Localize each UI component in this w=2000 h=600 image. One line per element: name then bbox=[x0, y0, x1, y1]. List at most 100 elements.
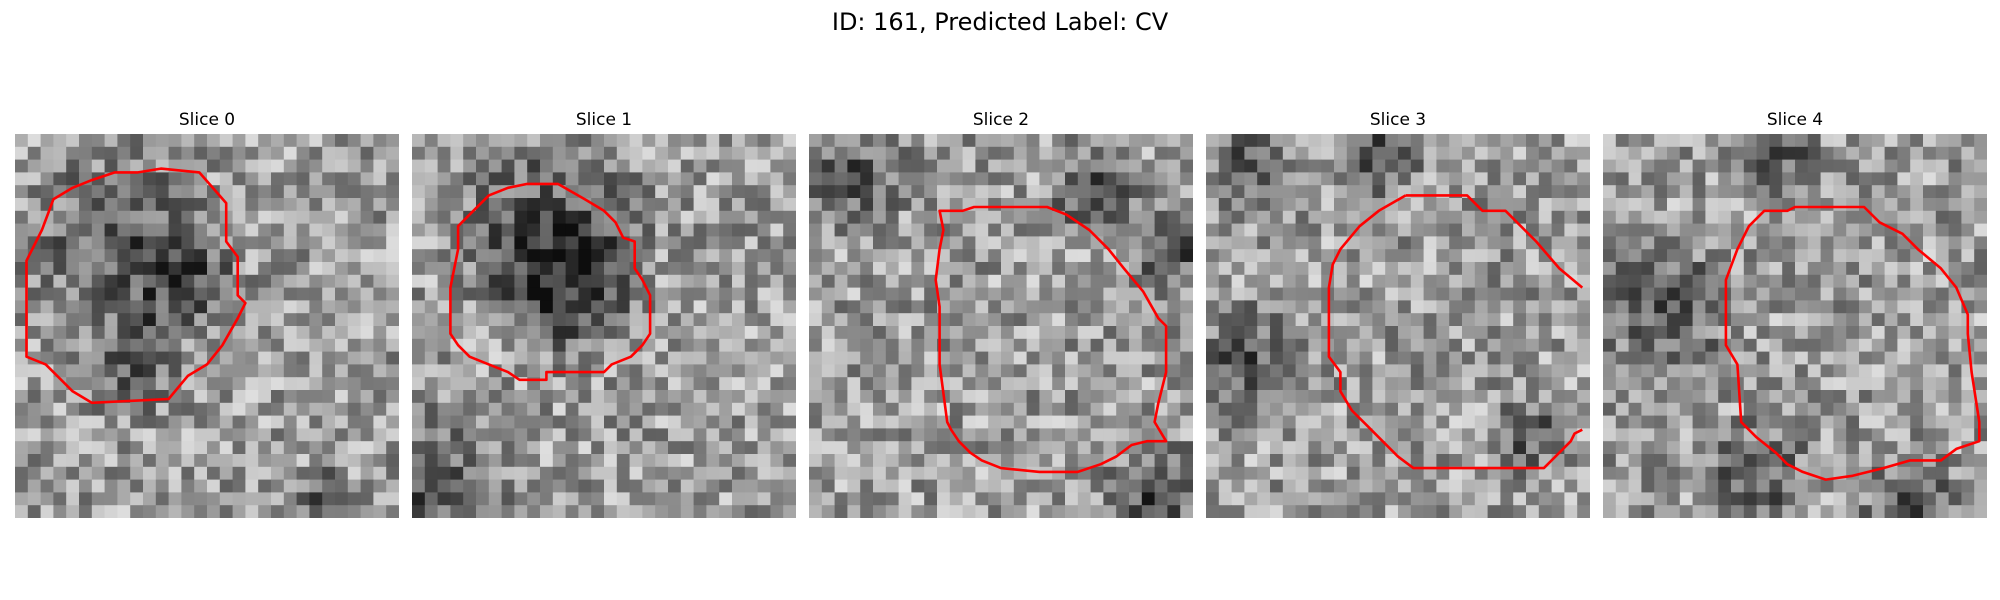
pixel bbox=[348, 288, 361, 301]
pixel bbox=[642, 224, 655, 237]
pixel bbox=[412, 224, 425, 237]
pixel bbox=[1974, 377, 1987, 390]
pixel bbox=[886, 134, 899, 147]
pixel bbox=[53, 288, 66, 301]
pixel bbox=[604, 377, 617, 390]
pixel bbox=[1155, 198, 1168, 211]
pixel bbox=[745, 441, 758, 454]
pixel bbox=[309, 441, 322, 454]
pixel bbox=[1129, 224, 1142, 237]
pixel bbox=[1180, 505, 1193, 518]
pixel bbox=[1552, 160, 1565, 173]
pixel bbox=[1091, 339, 1104, 352]
pixel bbox=[1398, 300, 1411, 313]
pixel bbox=[1103, 300, 1116, 313]
pixel bbox=[1667, 352, 1680, 365]
pixel bbox=[450, 403, 463, 416]
pixel bbox=[1116, 313, 1129, 326]
pixel bbox=[1155, 262, 1168, 275]
pixel bbox=[463, 313, 476, 326]
pixel bbox=[1923, 492, 1936, 505]
pixel bbox=[1244, 467, 1257, 480]
pixel bbox=[1910, 288, 1923, 301]
pixel bbox=[770, 275, 783, 288]
pixel bbox=[450, 300, 463, 313]
pixel bbox=[1334, 403, 1347, 416]
pixel bbox=[1296, 313, 1309, 326]
pixel bbox=[335, 390, 348, 403]
pixel bbox=[655, 160, 668, 173]
pixel bbox=[975, 428, 988, 441]
pixel bbox=[899, 505, 912, 518]
pixel bbox=[1180, 300, 1193, 313]
pixel bbox=[1846, 505, 1859, 518]
pixel bbox=[1513, 198, 1526, 211]
pixel bbox=[758, 339, 771, 352]
pixel bbox=[502, 326, 515, 339]
pixel bbox=[1769, 236, 1782, 249]
pixel bbox=[911, 352, 924, 365]
pixel bbox=[745, 300, 758, 313]
pixel bbox=[655, 172, 668, 185]
pixel bbox=[1564, 198, 1577, 211]
pixel bbox=[975, 364, 988, 377]
pixel bbox=[386, 262, 399, 275]
pixel bbox=[1808, 224, 1821, 237]
pixel bbox=[822, 313, 835, 326]
pixel bbox=[1296, 441, 1309, 454]
pixel bbox=[1283, 288, 1296, 301]
pixel bbox=[514, 505, 527, 518]
pixel bbox=[322, 454, 335, 467]
pixel bbox=[1257, 198, 1270, 211]
pixel bbox=[1001, 288, 1014, 301]
pixel bbox=[1283, 262, 1296, 275]
pixel bbox=[540, 147, 553, 160]
pixel bbox=[1821, 390, 1834, 403]
pixel bbox=[1616, 505, 1629, 518]
pixel bbox=[53, 224, 66, 237]
pixel bbox=[758, 160, 771, 173]
pixel bbox=[1641, 326, 1654, 339]
pixel bbox=[1641, 352, 1654, 365]
pixel bbox=[642, 390, 655, 403]
pixel bbox=[105, 224, 118, 237]
pixel bbox=[1603, 364, 1616, 377]
pixel bbox=[130, 313, 143, 326]
pixel bbox=[719, 262, 732, 275]
pixel bbox=[527, 185, 540, 198]
pixel bbox=[1219, 390, 1232, 403]
pixel bbox=[335, 364, 348, 377]
pixel bbox=[348, 134, 361, 147]
pixel bbox=[1936, 160, 1949, 173]
pixel bbox=[566, 416, 579, 429]
pixel bbox=[873, 288, 886, 301]
pixel bbox=[1808, 275, 1821, 288]
pixel bbox=[335, 492, 348, 505]
pixel bbox=[1321, 249, 1334, 262]
pixel bbox=[950, 236, 963, 249]
pixel bbox=[514, 224, 527, 237]
pixel bbox=[1078, 134, 1091, 147]
pixel bbox=[1078, 339, 1091, 352]
pixel bbox=[1027, 147, 1040, 160]
pixel bbox=[617, 467, 630, 480]
pixel bbox=[1232, 313, 1245, 326]
pixel bbox=[1270, 454, 1283, 467]
pixel bbox=[1616, 390, 1629, 403]
pixel bbox=[1475, 377, 1488, 390]
pixel bbox=[591, 313, 604, 326]
pixel bbox=[1411, 339, 1424, 352]
pixel bbox=[143, 467, 156, 480]
pixel bbox=[105, 160, 118, 173]
pixel bbox=[1500, 172, 1513, 185]
pixel bbox=[1014, 300, 1027, 313]
pixel bbox=[1641, 300, 1654, 313]
pixel bbox=[1014, 326, 1027, 339]
pixel bbox=[1782, 236, 1795, 249]
pixel bbox=[1833, 390, 1846, 403]
pixel bbox=[668, 467, 681, 480]
pixel bbox=[1462, 505, 1475, 518]
pixel bbox=[245, 339, 258, 352]
pixel bbox=[156, 160, 169, 173]
pixel bbox=[1616, 211, 1629, 224]
